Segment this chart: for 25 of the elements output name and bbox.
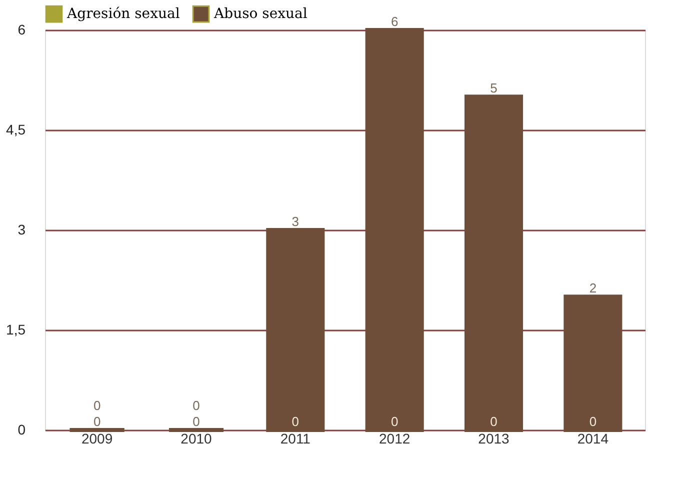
legend-label: Abuso sexual	[213, 6, 308, 22]
x-tick-label: 2009	[81, 430, 113, 446]
y-tick-label: 0	[18, 422, 26, 438]
y-tick-label: 3	[18, 222, 26, 238]
data-label: 2	[589, 280, 597, 296]
data-label: 0	[93, 414, 101, 429]
data-label: 0	[490, 414, 498, 429]
data-label: 0	[390, 414, 398, 429]
y-tick-label: 6	[18, 22, 26, 38]
data-label: 0	[192, 398, 200, 413]
x-tick-label: 2010	[180, 430, 212, 446]
y-tick-label: 1,5	[6, 322, 26, 338]
data-label: 6	[390, 14, 398, 29]
data-label: 0	[292, 414, 300, 429]
x-tick-label: 2011	[280, 430, 311, 446]
data-label: 0	[192, 414, 200, 429]
data-label: 3	[292, 214, 300, 229]
y-tick-label: 4,5	[6, 122, 26, 138]
x-tick-label: 2013	[478, 430, 510, 446]
x-tick-label: 2014	[577, 430, 609, 446]
data-label: 0	[93, 398, 101, 413]
legend-label: Agresión sexual	[66, 6, 180, 22]
data-label: 5	[490, 80, 498, 96]
data-label: 0	[589, 414, 597, 429]
x-tick-label: 2012	[379, 430, 410, 446]
